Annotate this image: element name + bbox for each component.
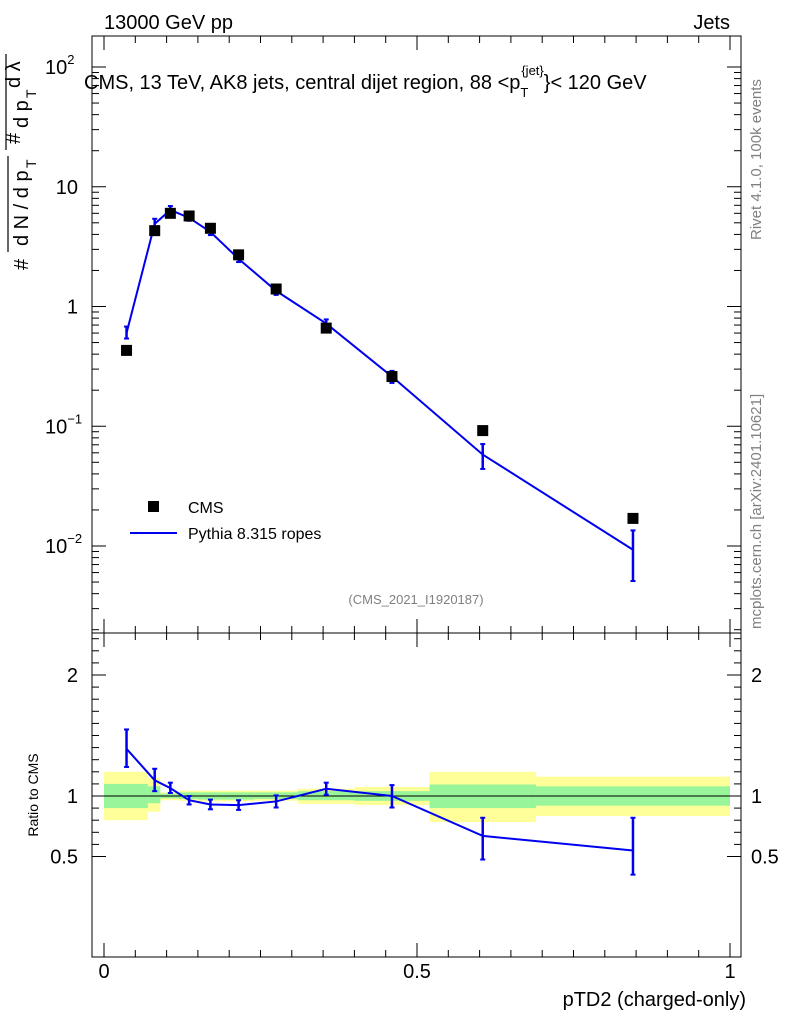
svg-text:T: T — [23, 159, 39, 168]
ratio-y-tick-label: 0.5 — [50, 847, 78, 869]
cms-data-point — [233, 249, 245, 261]
cms-data-point — [204, 222, 216, 234]
y-tick-label: 10 — [56, 177, 78, 199]
svg-text:#: # — [11, 258, 33, 270]
x-tick-label: 0 — [98, 961, 109, 983]
y-tick-label: 1 — [67, 297, 78, 319]
header-right: Jets — [693, 12, 730, 34]
x-axis-label: pTD2 (charged-only) — [563, 989, 746, 1011]
ratio-y-tick-label: 2 — [751, 665, 762, 687]
x-tick-label: 1 — [724, 961, 735, 983]
chart-title-sub: T — [520, 85, 528, 100]
cms-data-point — [477, 425, 489, 437]
pythia-line — [125, 208, 634, 551]
cms-data-point — [183, 210, 195, 222]
ratio-y-tick-label: 1 — [67, 786, 78, 808]
main-ylabel: # d N / d p T 1 # d p T d λ # d 2 N — [0, 54, 39, 270]
legend: CMS Pythia 8.315 ropes — [130, 500, 321, 543]
cms-data-point — [121, 344, 133, 356]
chart-title-main: CMS, 13 TeV, AK8 jets, central dijet reg… — [84, 72, 520, 94]
rivet-label: Rivet 4.1.0, 100k events — [748, 79, 765, 240]
svg-text:#: # — [0, 118, 3, 130]
ratio-y-tick-label: 0.5 — [751, 847, 779, 869]
inner-uncertainty-band — [147, 786, 161, 804]
header-left: 13000 GeV pp — [104, 12, 233, 34]
chart-title: CMS, 13 TeV, AK8 jets, central dijet reg… — [84, 63, 647, 100]
y-tick-label: 10−1 — [45, 411, 82, 438]
svg-text:d λ: d λ — [3, 61, 25, 88]
analysis-watermark: (CMS_2021_I1920187) — [348, 592, 483, 607]
svg-text:N: N — [0, 66, 3, 80]
legend-cms-label: CMS — [188, 500, 224, 517]
svg-text:#: # — [3, 132, 25, 144]
x-tick-label: 0.5 — [403, 961, 431, 983]
main-panel: 102 10 1 10−1 10−2 CMS, 13 TeV, AK8 jets, ce… — [0, 35, 742, 634]
legend-pythia-label: Pythia 8.315 ropes — [188, 526, 321, 543]
svg-text:d p: d p — [11, 100, 33, 128]
cms-data-point — [270, 283, 282, 295]
svg-text:d: d — [0, 91, 3, 102]
main-frame — [91, 35, 742, 634]
legend-cms-marker — [148, 501, 159, 512]
cms-data-point — [627, 512, 639, 524]
cms-data-point — [149, 225, 161, 237]
svg-text:T: T — [23, 89, 39, 98]
ratio-panel: 2 2 1 1 0.5 0.5 0 0.5 1 Ratio to CMS pTD2 (charg… — [25, 632, 779, 1011]
cms-data-point — [320, 322, 332, 334]
y-tick-label: 10−2 — [45, 531, 82, 558]
svg-text:1: 1 — [0, 221, 6, 234]
mcplots-label: mcplots.cern.ch [arXiv:2401.10621] — [748, 394, 765, 629]
chart-title-suffix: }< 120 GeV — [544, 72, 648, 94]
ratio-ylabel: Ratio to CMS — [25, 753, 41, 836]
svg-text:d N / d p: d N / d p — [11, 170, 33, 246]
chart-title-sup: {jet} — [521, 63, 544, 78]
cms-data-point — [386, 371, 398, 383]
ratio-y-tick-label: 1 — [751, 786, 762, 808]
ratio-y-tick-label: 2 — [67, 665, 78, 687]
y-tick-label: 102 — [45, 52, 74, 79]
cms-data-point — [164, 207, 176, 219]
